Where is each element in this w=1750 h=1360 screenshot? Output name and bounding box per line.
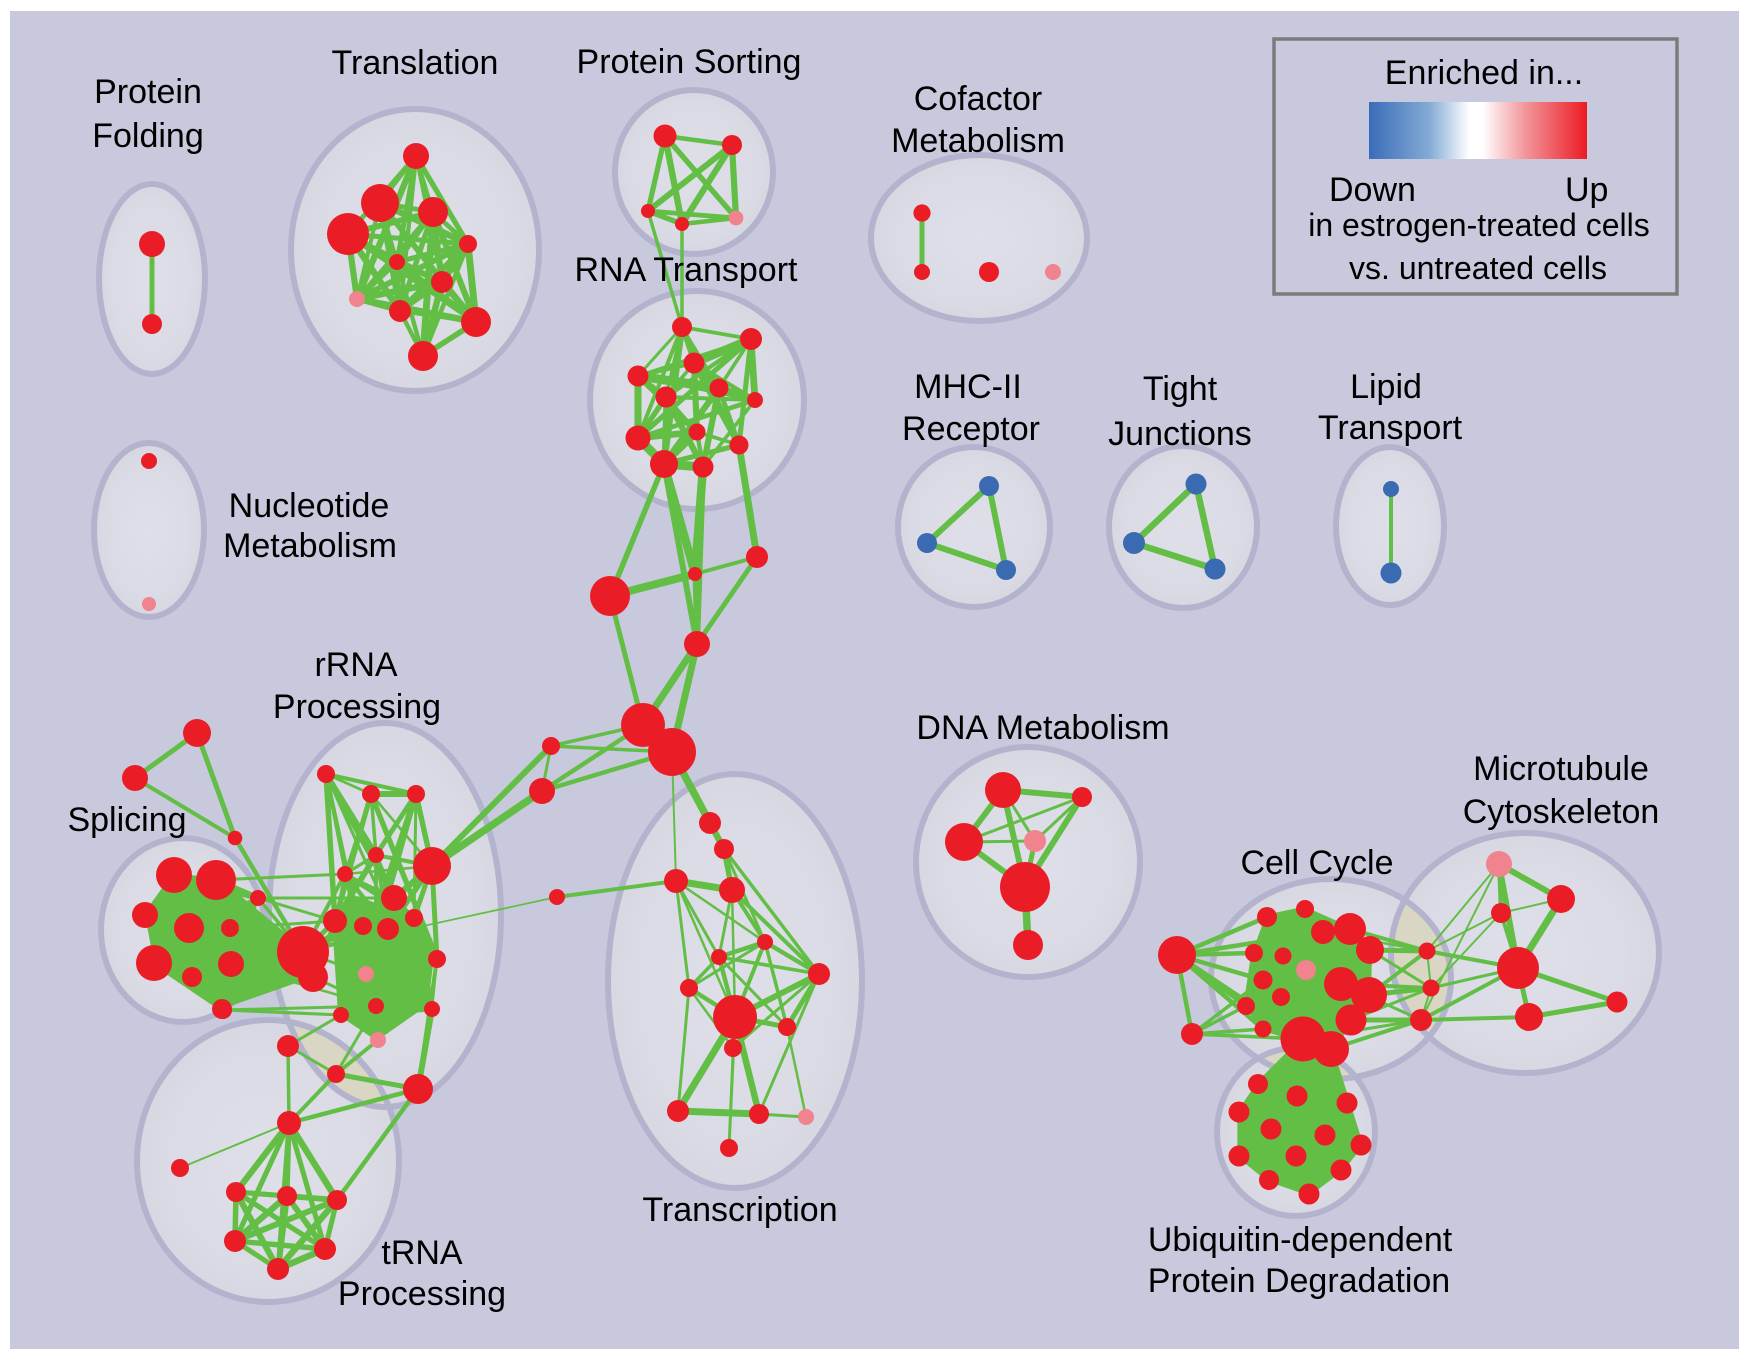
svg-text:Metabolism: Metabolism: [223, 527, 397, 565]
svg-text:Cell Cycle: Cell Cycle: [1240, 844, 1393, 882]
svg-text:Splicing: Splicing: [67, 801, 186, 839]
svg-text:vs. untreated cells: vs. untreated cells: [1349, 250, 1607, 286]
svg-text:Metabolism: Metabolism: [891, 122, 1065, 160]
svg-text:Transport: Transport: [1318, 409, 1463, 447]
svg-text:Processing: Processing: [273, 688, 441, 726]
svg-text:MHC-II: MHC-II: [914, 368, 1022, 406]
svg-text:Microtubule: Microtubule: [1473, 750, 1649, 788]
svg-text:RNA Transport: RNA Transport: [575, 251, 799, 289]
svg-text:Protein Degradation: Protein Degradation: [1148, 1262, 1450, 1300]
svg-text:Receptor: Receptor: [902, 410, 1040, 448]
svg-text:Processing: Processing: [338, 1275, 506, 1313]
svg-text:Folding: Folding: [92, 117, 204, 155]
svg-text:rRNA: rRNA: [314, 646, 397, 684]
svg-text:Protein: Protein: [94, 73, 202, 111]
svg-text:in estrogen-treated cells: in estrogen-treated cells: [1308, 207, 1650, 243]
svg-text:Lipid: Lipid: [1350, 368, 1422, 406]
svg-text:Ubiquitin-dependent: Ubiquitin-dependent: [1148, 1221, 1453, 1259]
svg-text:Junctions: Junctions: [1108, 415, 1252, 453]
svg-text:Protein Sorting: Protein Sorting: [577, 43, 802, 81]
svg-text:Down: Down: [1329, 171, 1416, 209]
svg-text:Cofactor: Cofactor: [914, 80, 1043, 118]
svg-text:Tight: Tight: [1143, 370, 1218, 408]
svg-text:tRNA: tRNA: [381, 1234, 463, 1272]
svg-text:Nucleotide: Nucleotide: [229, 487, 390, 525]
svg-text:Enriched in...: Enriched in...: [1385, 54, 1583, 92]
svg-text:Up: Up: [1565, 171, 1608, 209]
svg-text:Cytoskeleton: Cytoskeleton: [1463, 793, 1660, 831]
svg-text:DNA Metabolism: DNA Metabolism: [916, 709, 1169, 747]
svg-text:Transcription: Transcription: [642, 1191, 837, 1229]
svg-text:Translation: Translation: [332, 44, 499, 82]
